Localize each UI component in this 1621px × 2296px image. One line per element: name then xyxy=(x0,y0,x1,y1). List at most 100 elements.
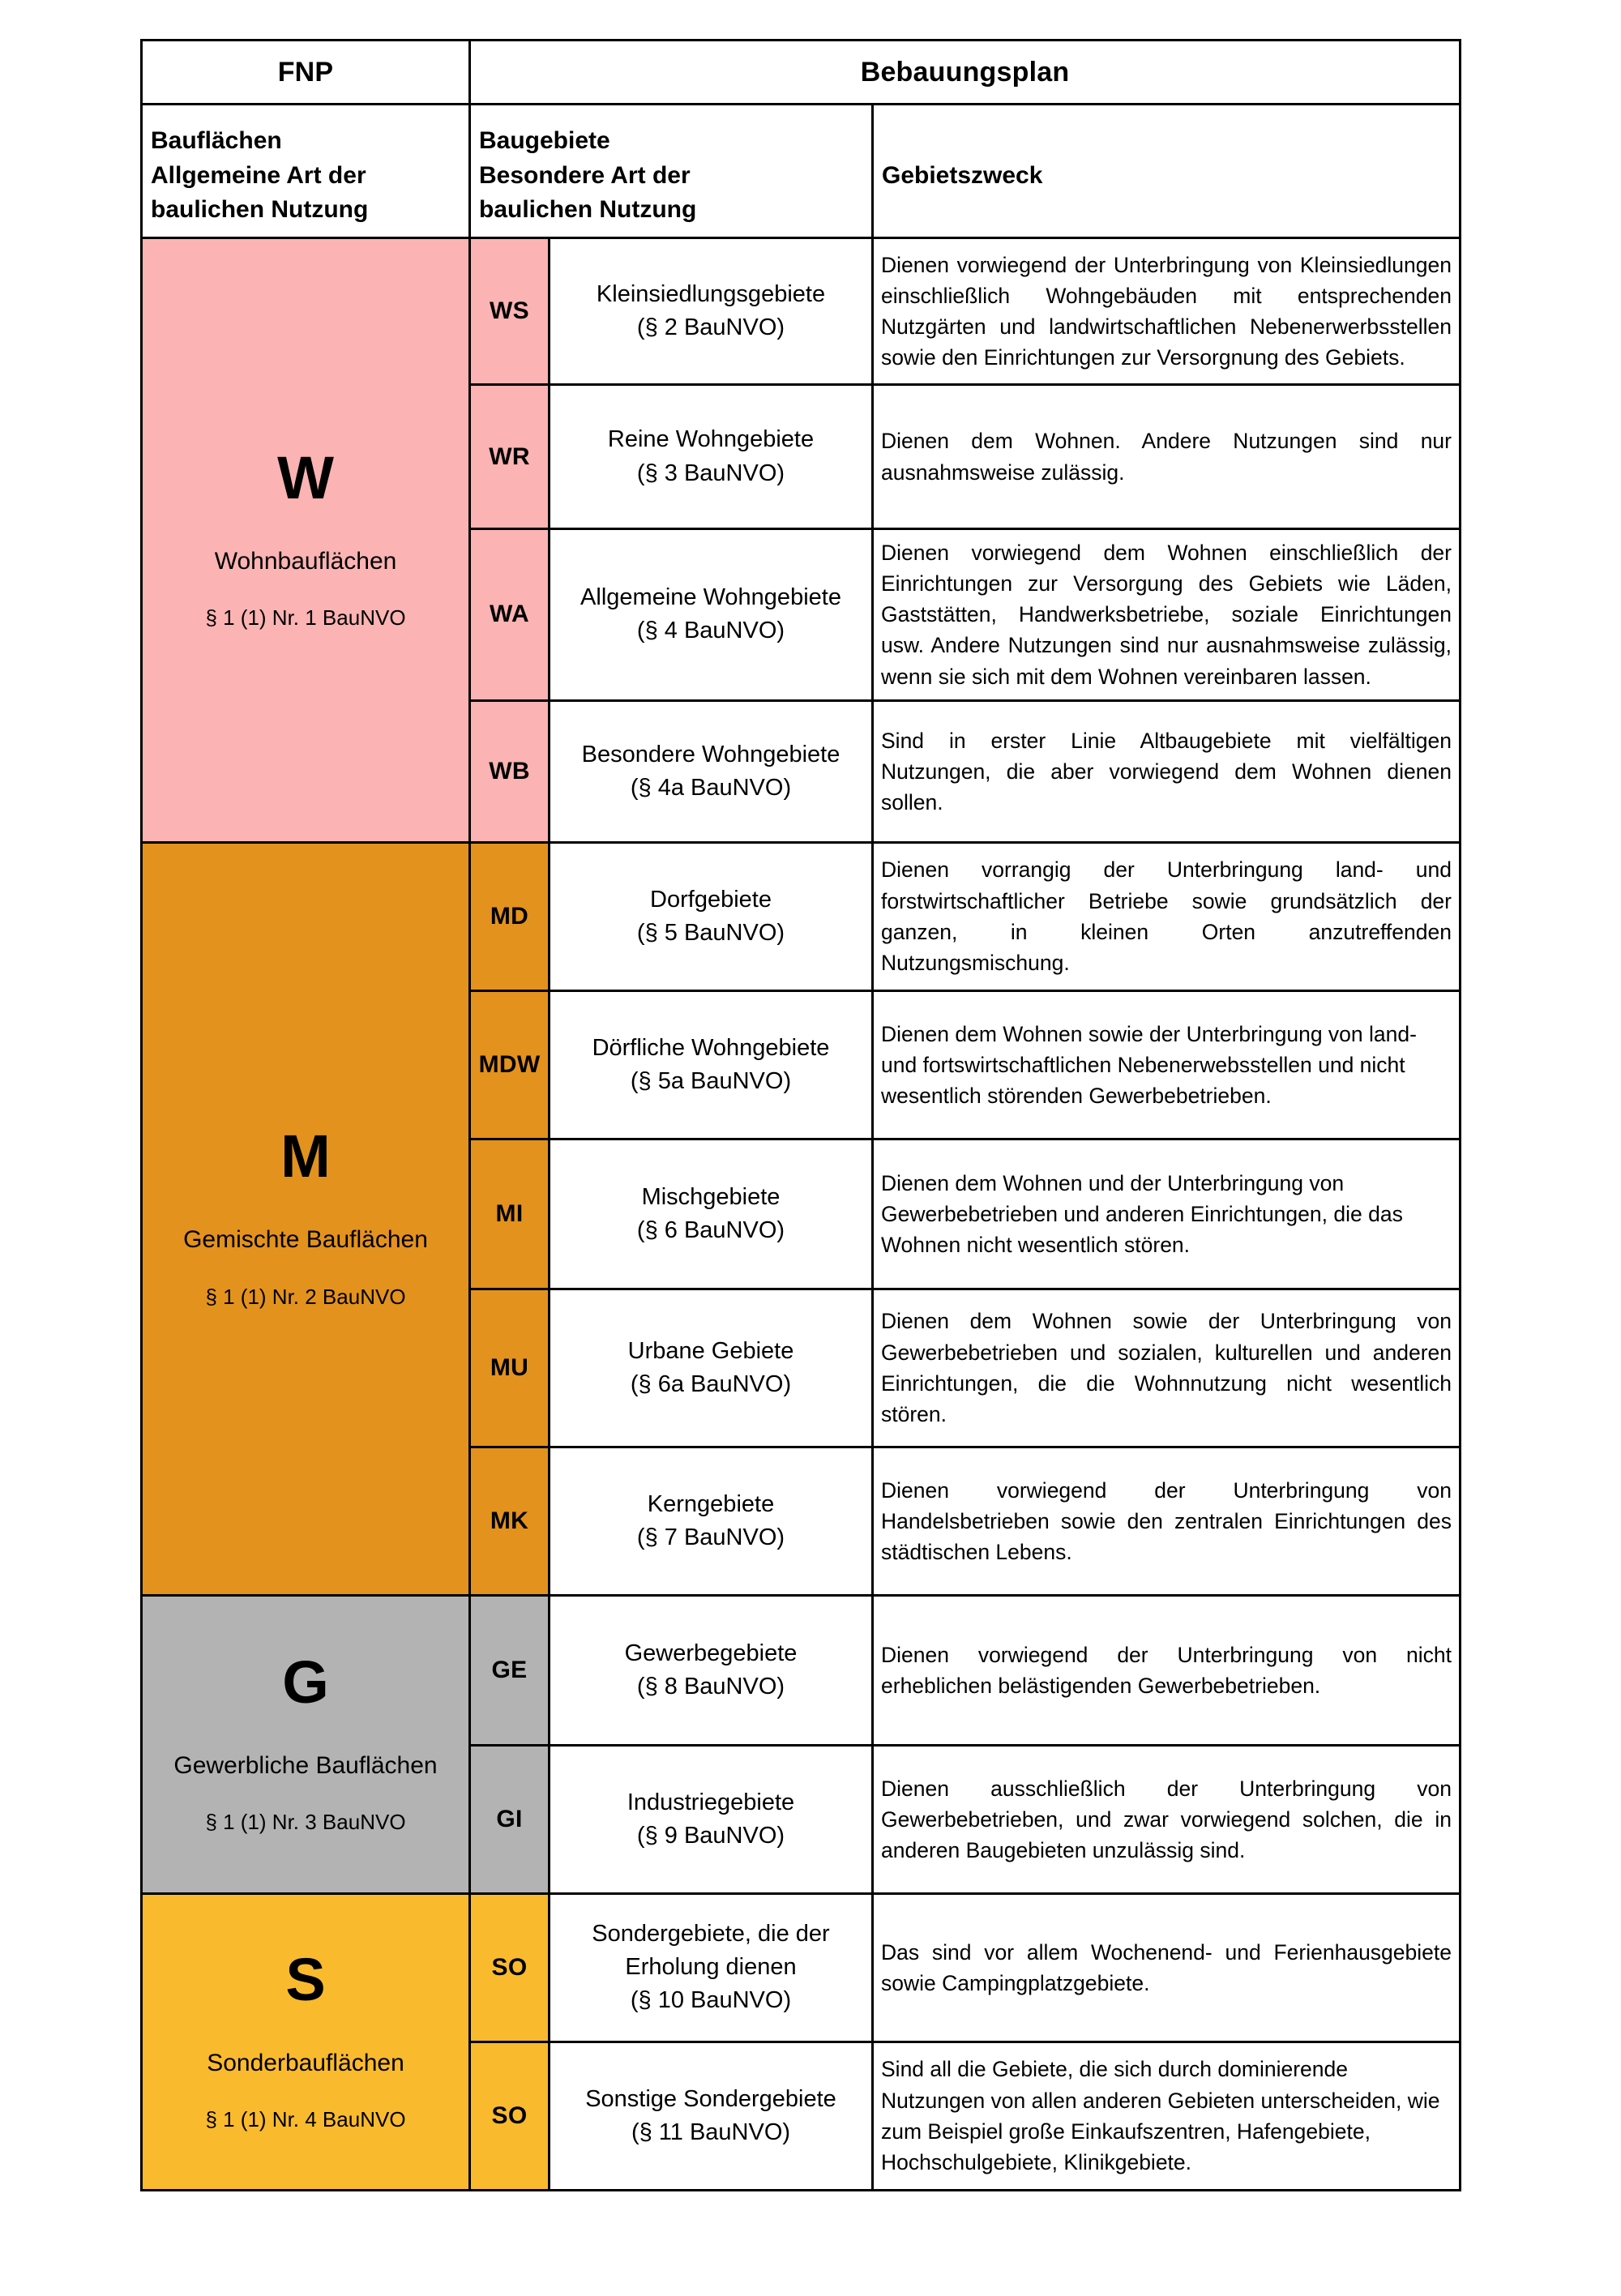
table-header: FNP Bebauungsplan Bauflächen Allgemeine … xyxy=(140,39,1461,239)
table-row: S Sonderbauflächen § 1 (1) Nr. 4 BauNVO SO S… xyxy=(140,1892,1461,2191)
header-gebietszweck: Gebietszweck xyxy=(871,103,1461,239)
baugebiet-name-cell: Dorfgebiete (§ 5 BauNVO) xyxy=(548,840,874,992)
baugebiet-name-cell: Allgemeine Wohngebiete (§ 4 BauNVO) xyxy=(548,528,874,702)
baugebiet-abbr-so-3-1: SO xyxy=(468,2040,550,2191)
baugebiet-name-cell: Kleinsiedlungsgebiete (§ 2 BauNVO) xyxy=(548,237,874,386)
baugebiet-name: Industriegebiete xyxy=(627,1789,795,1815)
header-gebietszweck-label: Gebietszweck xyxy=(882,161,1043,189)
baugebiet-abbr-mdw-1-1: MDW xyxy=(468,989,550,1140)
header-bauflaechen-line1: Bauflächen xyxy=(151,127,282,155)
baugebiet-abbr-mk-1-4: MK xyxy=(468,1445,550,1597)
header-row-sub: Bauflächen Allgemeine Art der baulichen … xyxy=(140,103,1461,239)
baugebiet-abbr-gi-2-1: GI xyxy=(468,1743,550,1895)
baugebiet-abbr-mu-1-3: MU xyxy=(468,1287,550,1448)
baugebiet-name-cell: Kerngebiete (§ 7 BauNVO) xyxy=(548,1445,874,1597)
table-body: W Wohnbauflächen § 1 (1) Nr. 1 BauNVO WS Kle… xyxy=(140,237,1461,2191)
baugebiet-name: Kerngebiete xyxy=(647,1490,775,1517)
baugebiet-name-cell: Urbane Gebiete (§ 6a BauNVO) xyxy=(548,1287,874,1448)
table-row: MI Mischgebiete (§ 6 BauNVO) Dienen dem Woh… xyxy=(142,1137,1461,1290)
baugebiet-name: Urbane Gebiete xyxy=(627,1337,794,1364)
table-row: W Wohnbauflächen § 1 (1) Nr. 1 BauNVO WS Kle… xyxy=(140,237,1461,844)
gebietszweck-text: Dienen vorwiegend der Unterbringung von … xyxy=(871,1593,1461,1747)
baugebiet-name: Kleinsiedlungsgebiete xyxy=(596,280,826,307)
fnp-group-reference: § 1 (1) Nr. 4 BauNVO xyxy=(205,2107,406,2132)
fnp-group-letter: M xyxy=(280,1122,331,1191)
gebietszweck-text: Dienen vorrangig der Unterbringung land-… xyxy=(871,840,1461,992)
baugebiet-paragraph: (§ 5a BauNVO) xyxy=(630,1067,792,1094)
fnp-group-title: Sonderbauflächen xyxy=(207,2049,404,2076)
header-bauflaechen-line3: baulichen Nutzung xyxy=(151,196,369,224)
baugebiet-paragraph: (§ 2 BauNVO) xyxy=(636,314,785,340)
gebietszweck-text: Dienen vorwiegend der Unterbringung von … xyxy=(871,237,1461,386)
fnp-group-cell-w: W Wohnbauflächen § 1 (1) Nr. 1 BauNVO xyxy=(140,237,471,844)
baugebiet-name-cell: Sonstige Sondergebiete (§ 11 BauNVO) xyxy=(548,2040,874,2191)
header-bebauungsplan: Bebauungsplan xyxy=(468,39,1461,105)
fnp-group-cell-g: G Gewerbliche Bauflächen § 1 (1) Nr. 3 Bau… xyxy=(140,1593,471,1895)
baugebiet-paragraph: (§ 4 BauNVO) xyxy=(636,618,785,644)
baugebiet-paragraph: (§ 5 BauNVO) xyxy=(636,919,785,946)
baugebiet-paragraph: (§ 8 BauNVO) xyxy=(636,1673,785,1700)
header-baugebiete-line2: Besondere Art der xyxy=(479,161,691,189)
gebietszweck-text: Dienen dem Wohnen sowie der Unterbringun… xyxy=(871,989,1461,1140)
fnp-group-letter: S xyxy=(285,1945,326,2013)
gebietszweck-text: Dienen vorwiegend der Unterbringung von … xyxy=(871,1445,1461,1597)
header-row-top: FNP Bebauungsplan xyxy=(140,39,1461,105)
fnp-group-title: Wohnbauflächen xyxy=(214,547,397,575)
gebietszweck-text: Sind in erster Linie Altbaugebiete mit v… xyxy=(871,699,1461,844)
fnp-group-title: Gewerbliche Bauflächen xyxy=(173,1751,438,1779)
table-row: MU Urbane Gebiete (§ 6a BauNVO) Dienen dem … xyxy=(142,1287,1461,1448)
baugebiet-abbr-mi-1-2: MI xyxy=(468,1137,550,1290)
header-fnp: FNP xyxy=(140,39,471,105)
baugebiet-abbr-md-1-0: MD xyxy=(468,840,550,992)
table-row: GI Industriegebiete (§ 9 BauNVO) Dienen aus… xyxy=(142,1743,1461,1895)
header-baugebiete-line1: Baugebiete xyxy=(479,127,610,155)
baugebiet-paragraph: (§ 10 BauNVO) xyxy=(630,1987,792,2014)
baugebiet-name-cell: Gewerbegebiete (§ 8 BauNVO) xyxy=(548,1593,874,1747)
gebietszweck-text: Das sind vor allem Wochenend- und Ferien… xyxy=(871,1892,1461,2043)
baugebiet-name-cell: Reine Wohngebiete (§ 3 BauNVO) xyxy=(548,383,874,530)
gebietszweck-text: Dienen dem Wohnen. Andere Nutzungen sind… xyxy=(871,383,1461,530)
baugebiet-paragraph: (§ 6a BauNVO) xyxy=(630,1370,792,1397)
gebietszweck-text: Dienen ausschließlich der Unterbringung … xyxy=(871,1743,1461,1895)
baugebiet-name-cell: Mischgebiete (§ 6 BauNVO) xyxy=(548,1137,874,1290)
baugebiet-name-cell: Industriegebiete (§ 9 BauNVO) xyxy=(548,1743,874,1895)
table-row: WB Besondere Wohngebiete (§ 4a BauNVO) Sind… xyxy=(142,699,1461,844)
baugebiet-paragraph: (§ 4a BauNVO) xyxy=(630,774,792,801)
baugebiet-name: Dörfliche Wohngebiete xyxy=(592,1034,830,1061)
baugebiet-name: Reine Wohngebiete xyxy=(607,426,815,453)
gebietszweck-text: Dienen dem Wohnen und der Unterbringung … xyxy=(871,1137,1461,1290)
fnp-group-reference: § 1 (1) Nr. 2 BauNVO xyxy=(205,1284,406,1309)
table-row: MK Kerngebiete (§ 7 BauNVO) Dienen vorwiege… xyxy=(142,1445,1461,1597)
baugebiet-paragraph: (§ 11 BauNVO) xyxy=(631,2119,791,2145)
baugebiet-abbr-wa-0-2: WA xyxy=(468,528,550,702)
fnp-group-title: Gemischte Bauflächen xyxy=(183,1226,428,1254)
fnp-group-reference: § 1 (1) Nr. 1 BauNVO xyxy=(205,605,406,631)
table-row: WA Allgemeine Wohngebiete (§ 4 BauNVO) Dien… xyxy=(142,528,1461,702)
gebietszweck-text: Sind all die Gebiete, die sich durch dom… xyxy=(871,2040,1461,2191)
header-bauflaechen: Bauflächen Allgemeine Art der baulichen … xyxy=(140,103,471,239)
baugebiet-name: Besondere Wohngebiete xyxy=(581,741,840,767)
table-row: WR Reine Wohngebiete (§ 3 BauNVO) Dienen de… xyxy=(142,383,1461,530)
baugebiet-name-cell: Dörfliche Wohngebiete (§ 5a BauNVO) xyxy=(548,989,874,1140)
baugebiet-name: Sonstige Sondergebiete xyxy=(585,2085,836,2112)
table-row: SO Sonstige Sondergebiete (§ 11 BauNVO) Sin… xyxy=(142,2040,1461,2191)
baugebiet-name: Allgemeine Wohngebiete xyxy=(580,584,841,611)
fnp-group-reference: § 1 (1) Nr. 3 BauNVO xyxy=(205,1810,406,1835)
baugebiet-name: Dorfgebiete xyxy=(650,886,772,913)
header-baugebiete-line3: baulichen Nutzung xyxy=(479,196,697,224)
baugebiet-abbr-wr-0-1: WR xyxy=(468,383,550,530)
table-row: MDW Dörfliche Wohngebiete (§ 5a BauNVO) Die… xyxy=(142,989,1461,1140)
header-bauflaechen-line2: Allgemeine Art der xyxy=(151,161,366,189)
baugebiet-name-cell: Besondere Wohngebiete (§ 4a BauNVO) xyxy=(548,699,874,844)
fnp-group-cell-s: S Sonderbauflächen § 1 (1) Nr. 4 BauNVO xyxy=(140,1892,471,2191)
table-row: G Gewerbliche Bauflächen § 1 (1) Nr. 3 Bau… xyxy=(140,1593,1461,1895)
baugebiet-abbr-ge-2-0: GE xyxy=(468,1593,550,1747)
baugebiet-paragraph: (§ 9 BauNVO) xyxy=(636,1822,785,1849)
gebietszweck-text: Dienen vorwiegend dem Wohnen einschließl… xyxy=(871,528,1461,702)
baugebiet-paragraph: (§ 6 BauNVO) xyxy=(636,1216,785,1243)
baugebiet-paragraph: (§ 3 BauNVO) xyxy=(636,460,785,486)
baugebiet-abbr-ws-0-0: WS xyxy=(468,237,550,386)
fnp-group-letter: G xyxy=(282,1648,329,1716)
baugebiet-name-cell: Sondergebiete, die der Erholung dienen (§… xyxy=(548,1892,874,2043)
